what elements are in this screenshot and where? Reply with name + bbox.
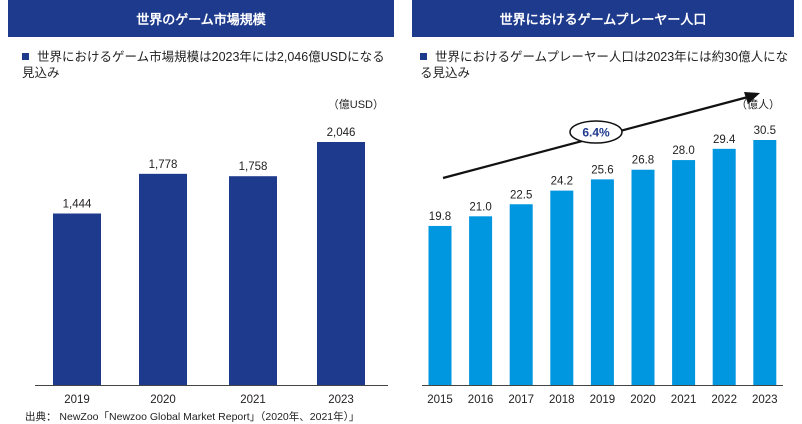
right-panel-header: 世界におけるゲームプレーヤー人口 [412, 0, 794, 37]
right-bar [753, 140, 777, 385]
right-bullet: 世界におけるゲームプレーヤー人口は2023年には約30億人になる見込み [420, 49, 790, 81]
right-bar-value-label: 22.5 [510, 189, 532, 201]
right-bar [672, 160, 696, 385]
left-bullet: 世界におけるゲーム市場規模は2023年には2,046億USDになる見込み [22, 49, 387, 81]
source-note: 出典： NewZoo「Newzoo Global Market Report」（… [25, 411, 360, 423]
right-x-tick-label: 2015 [427, 394, 453, 406]
left-x-tick-label: 2020 [150, 394, 176, 406]
right-bar [631, 169, 655, 385]
right-x-tick-label: 2022 [711, 394, 737, 406]
left-bar [139, 173, 187, 385]
left-bar [53, 213, 101, 385]
left-panel-title: 世界のゲーム市場規模 [136, 12, 266, 27]
left-bar [229, 176, 277, 385]
right-x-tick-label: 2019 [590, 394, 616, 406]
right-x-tick-label: 2018 [549, 394, 575, 406]
left-panel-header: 世界のゲーム市場規模 [8, 0, 394, 37]
growth-arrow-head-icon [744, 92, 760, 104]
right-bar-value-label: 29.4 [713, 134, 736, 146]
right-bar [469, 216, 493, 385]
right-bullet-text: 世界におけるゲームプレーヤー人口は2023年には約30億人になる見込み [420, 50, 789, 80]
left-bar-value-label: 1,758 [239, 161, 268, 173]
left-unit-label: （億USD） [328, 98, 384, 111]
right-bar [509, 204, 533, 385]
right-x-tick-label: 2020 [630, 394, 656, 406]
right-bar-value-label: 24.2 [551, 176, 573, 188]
right-bar-value-label: 19.8 [429, 211, 451, 223]
left-x-tick-label: 2019 [64, 394, 90, 406]
right-bar [550, 190, 574, 385]
left-bar-value-label: 1,778 [149, 159, 178, 171]
right-x-tick-label: 2021 [671, 394, 697, 406]
right-x-tick-label: 2016 [468, 394, 494, 406]
bullet-square-icon [22, 53, 29, 60]
right-bar-value-label: 26.8 [632, 155, 654, 167]
right-bar-value-label: 21.0 [469, 201, 491, 213]
growth-rate-badge [569, 120, 623, 144]
right-bar-value-label: 25.6 [591, 164, 613, 176]
left-bar-value-label: 1,444 [63, 198, 92, 210]
right-bar [590, 179, 614, 385]
left-x-tick-label: 2021 [240, 394, 266, 406]
right-bar [428, 225, 452, 385]
right-x-tick-label: 2017 [508, 394, 534, 406]
left-x-tick-label: 2023 [328, 394, 354, 406]
right-bar-value-label: 28.0 [672, 145, 694, 157]
left-bullet-text: 世界におけるゲーム市場規模は2023年には2,046億USDになる見込み [22, 50, 385, 80]
growth-rate-label: 6.4% [582, 126, 610, 140]
right-bar-value-label: 30.5 [754, 125, 776, 137]
right-x-tick-label: 2023 [752, 394, 778, 406]
left-bar-value-label: 2,046 [327, 127, 356, 139]
left-bar [317, 142, 365, 385]
right-unit-label: （億人） [736, 98, 780, 111]
right-panel-title: 世界におけるゲームプレーヤー人口 [499, 12, 707, 27]
right-bar [712, 148, 736, 385]
bullet-square-icon [420, 53, 427, 60]
